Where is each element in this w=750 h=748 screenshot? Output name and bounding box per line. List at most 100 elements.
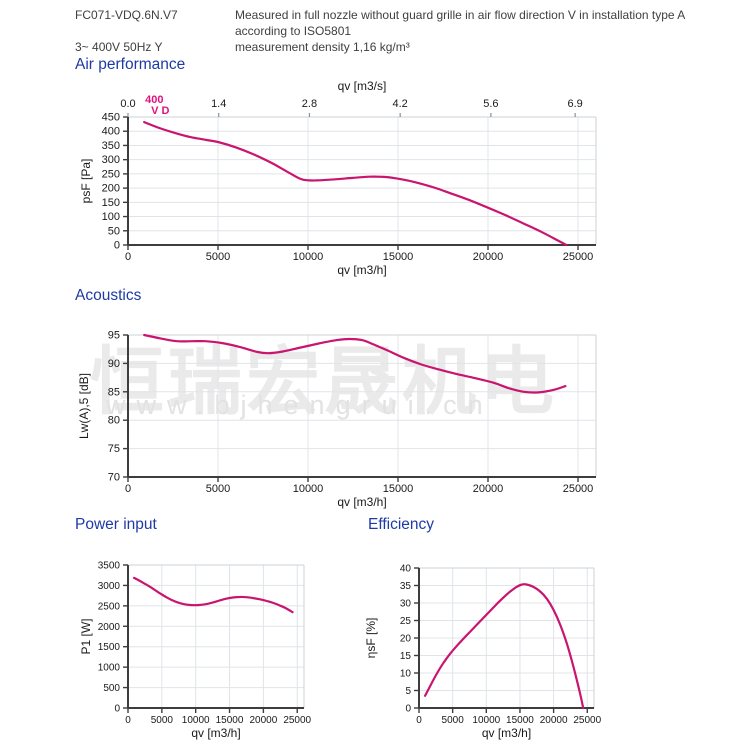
data-curve bbox=[424, 583, 585, 710]
x-tick-label: 25000 bbox=[283, 715, 311, 726]
efficiency-chart: 0 5 10 15 20 25 30 35 40 0 5000 10000 15000 20000 2500… bbox=[364, 564, 602, 741]
y-tick-label: 50 bbox=[108, 225, 120, 237]
top-tick-label: 1.4 bbox=[211, 98, 226, 110]
y-tick-label: 0 bbox=[405, 704, 411, 715]
grid-lines bbox=[128, 117, 596, 245]
tick-labels: 0 500 1000 1500 2000 2500 3000 3500 0 5000 10000 15… bbox=[98, 561, 312, 727]
power-supply-spec: 3~ 400V 50Hz Y bbox=[75, 40, 163, 54]
y-tick-label: 1500 bbox=[98, 642, 121, 653]
x-tick-label: 15000 bbox=[383, 483, 414, 495]
data-curve bbox=[143, 333, 567, 394]
section-title-efficiency: Efficiency bbox=[368, 516, 435, 533]
y-tick-label: 2000 bbox=[98, 622, 121, 633]
y-tick-label: 350 bbox=[102, 140, 120, 152]
y-tick-label: 250 bbox=[102, 168, 120, 180]
y-tick-label: 500 bbox=[103, 683, 120, 694]
tick-labels: 0 5 10 15 20 25 30 35 40 0 5000 10000 15000 20000 2500… bbox=[400, 564, 602, 727]
tick-marks bbox=[123, 116, 579, 250]
y-tick-label: 300 bbox=[102, 154, 120, 166]
y-tick-label: 80 bbox=[108, 415, 120, 427]
x-tick-label: 10000 bbox=[472, 715, 500, 726]
x-axis-title: qv [m3/h] bbox=[482, 726, 531, 740]
x-tick-label: 15000 bbox=[383, 251, 414, 263]
x-tick-label: 25000 bbox=[563, 483, 594, 495]
y-tick-label: 40 bbox=[400, 564, 412, 575]
y-tick-label: 0 bbox=[114, 240, 120, 252]
tick-labels: 70 75 80 85 90 95 0 5000 10000 15000 20000 25000 bbox=[108, 330, 594, 496]
y-tick-label: 400 bbox=[102, 126, 120, 138]
svg-text:V D: V D bbox=[151, 105, 169, 117]
y-tick-label: 75 bbox=[108, 443, 120, 455]
x-axis-title: qv [m3/h] bbox=[337, 263, 386, 277]
x-tick-label: 0 bbox=[125, 251, 131, 263]
tick-labels: 0 50 100 150 200 250 300 350 400 450 0 5000 10000 150… bbox=[102, 112, 594, 264]
x-axis-title: qv [m3/h] bbox=[191, 726, 240, 740]
y-tick-label: 0 bbox=[114, 704, 120, 715]
x-tick-label: 0 bbox=[125, 715, 131, 726]
x-tick-label: 20000 bbox=[249, 715, 277, 726]
svg-text:400: 400 bbox=[145, 94, 163, 106]
y-tick-label: 5 bbox=[405, 686, 411, 697]
x-tick-label: 20000 bbox=[540, 715, 568, 726]
y-tick-label: 450 bbox=[102, 112, 120, 124]
y-tick-label: 2500 bbox=[98, 601, 121, 612]
data-curve bbox=[133, 576, 294, 614]
y-tick-label: 100 bbox=[102, 211, 120, 223]
y-tick-label: 10 bbox=[400, 669, 412, 680]
top-axis-title: qv [m3/s] bbox=[338, 79, 387, 93]
x-tick-label: 10000 bbox=[293, 251, 324, 263]
y-tick-label: 85 bbox=[108, 386, 120, 398]
x-tick-label: 20000 bbox=[473, 251, 504, 263]
watermark-url-text: www.bjhengrui.cn bbox=[106, 390, 494, 420]
section-title-acoustics: Acoustics bbox=[75, 287, 142, 304]
grid-lines bbox=[419, 568, 594, 708]
x-tick-label: 5000 bbox=[442, 715, 465, 726]
y-axis-title: Lw(A),5 [dB] bbox=[77, 373, 91, 439]
x-tick-label: 10000 bbox=[182, 715, 210, 726]
y-tick-label: 30 bbox=[400, 599, 412, 610]
x-tick-label: 0 bbox=[416, 715, 422, 726]
y-tick-label: 3000 bbox=[98, 581, 121, 592]
tick-marks bbox=[414, 567, 588, 713]
section-title-power-input: Power input bbox=[75, 516, 157, 533]
y-tick-label: 1000 bbox=[98, 663, 121, 674]
y-tick-label: 200 bbox=[102, 183, 120, 195]
axis-titles: qv [m3/h] ηsF [%] bbox=[364, 618, 531, 740]
y-tick-label: 95 bbox=[108, 330, 120, 342]
data-curve bbox=[143, 121, 568, 247]
watermark-chinese-text: 恒瑞宏晟机电 bbox=[90, 340, 558, 423]
y-axis-title: ηsF [%] bbox=[364, 618, 378, 659]
power-input-chart: 0 500 1000 1500 2000 2500 3000 3500 0 5000 10000 15… bbox=[79, 561, 312, 741]
x-axis-title: qv [m3/h] bbox=[337, 495, 386, 509]
top-tick-label: 5.6 bbox=[483, 98, 498, 110]
top-tick-label: 0.0 bbox=[120, 98, 135, 110]
x-tick-label: 5000 bbox=[151, 715, 174, 726]
axis-titles: qv [m3/h] P1 [W] bbox=[79, 618, 241, 740]
tick-marks bbox=[123, 334, 579, 482]
x-tick-label: 15000 bbox=[216, 715, 244, 726]
top-tick-label: 4.2 bbox=[393, 98, 408, 110]
tick-marks bbox=[123, 564, 298, 713]
x-tick-label: 0 bbox=[125, 483, 131, 495]
air-performance-chart: 0 50 100 150 200 250 300 350 400 450 0 5000 10000 150… bbox=[79, 79, 597, 277]
axis-titles: qv [m3/h] Lw(A),5 [dB] bbox=[77, 373, 387, 509]
axes bbox=[127, 117, 596, 246]
axes bbox=[127, 565, 304, 709]
plot-box bbox=[128, 334, 597, 477]
y-tick-label: 20 bbox=[400, 634, 412, 645]
y-tick-label: 3500 bbox=[98, 561, 121, 572]
y-tick-label: 90 bbox=[108, 358, 120, 370]
plot-box bbox=[128, 564, 305, 708]
measurement-note: Measured in full nozzle without guard gr… bbox=[235, 8, 685, 38]
x-tick-label: 20000 bbox=[473, 483, 504, 495]
top-axis: 0.0 1.4 2.8 4.2 5.6 6.9 qv [m3/s] bbox=[120, 79, 583, 117]
x-tick-label: 25000 bbox=[573, 715, 601, 726]
y-tick-label: 70 bbox=[108, 472, 120, 484]
axes bbox=[127, 335, 596, 478]
section-title-air-performance: Air performance bbox=[75, 56, 186, 73]
top-tick-label: 6.9 bbox=[567, 98, 582, 110]
y-axis-title: psF [Pa] bbox=[79, 159, 93, 204]
y-tick-label: 150 bbox=[102, 197, 120, 209]
density-note: measurement density 1,16 kg/m³ bbox=[235, 40, 410, 54]
